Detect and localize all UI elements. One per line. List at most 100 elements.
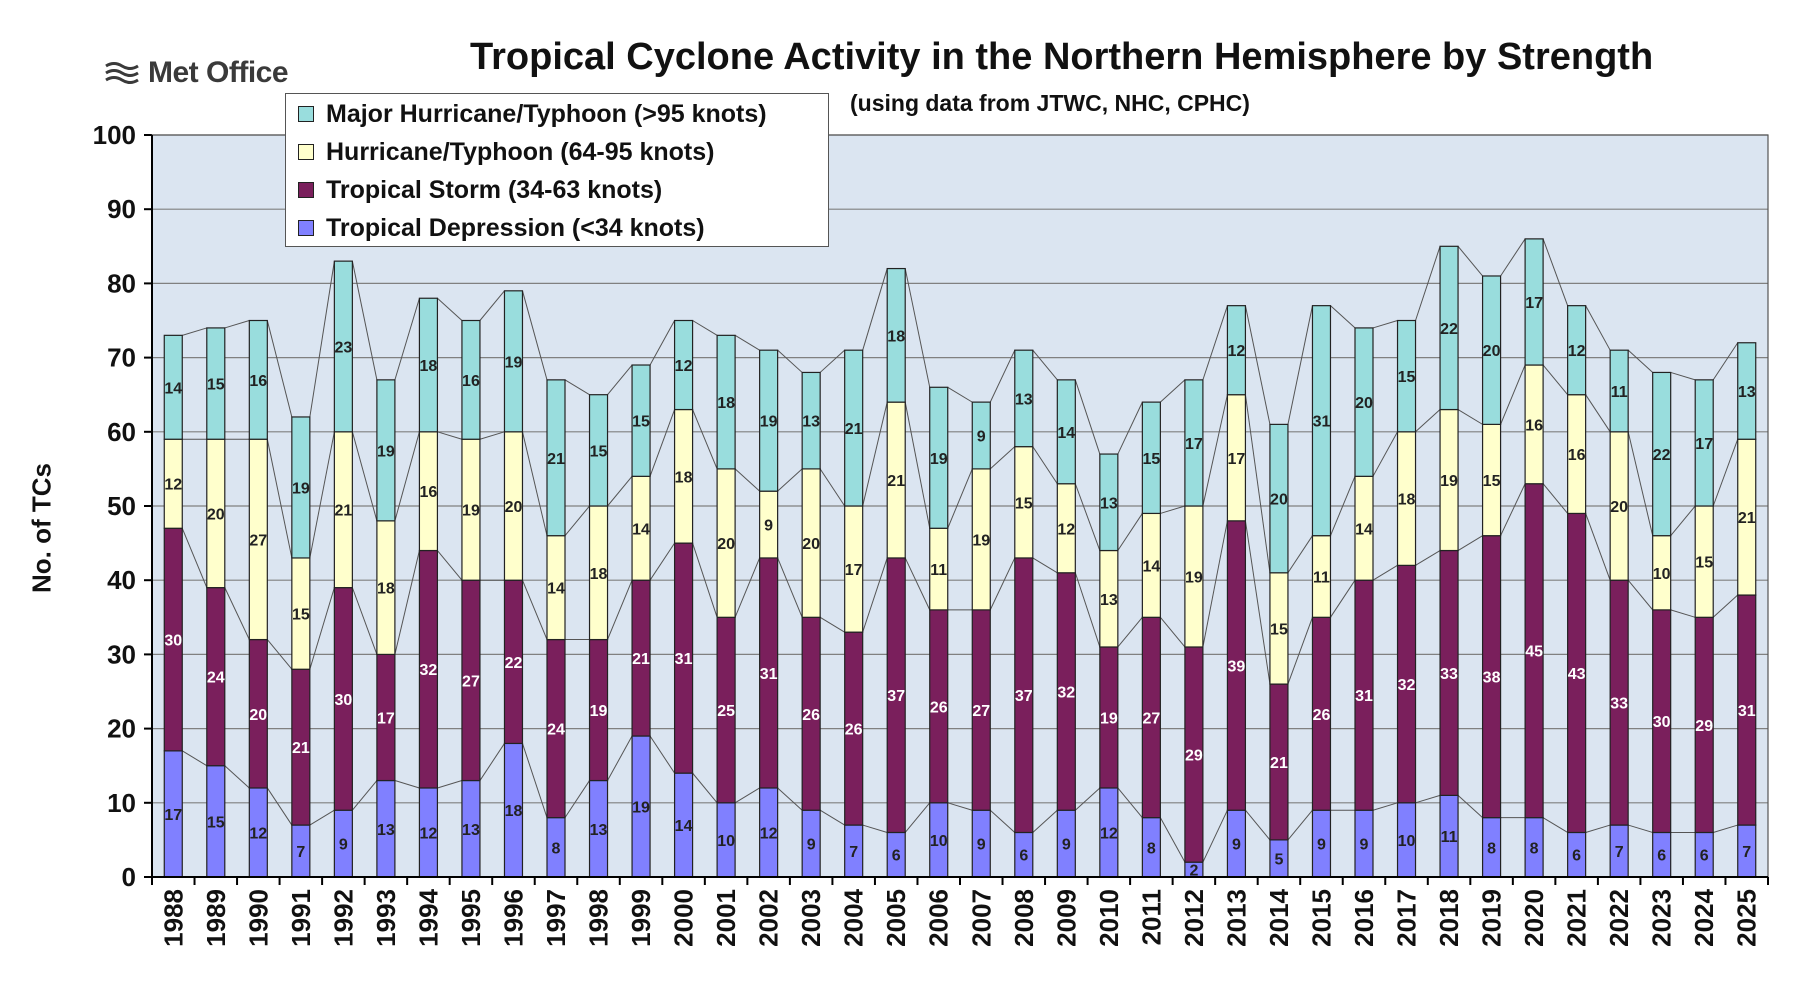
- x-tick-label: 1997: [541, 889, 571, 947]
- data-label: 11: [1611, 384, 1628, 401]
- series-connector: [649, 409, 676, 477]
- bar-segment: [1652, 371, 1672, 537]
- series-connector: [182, 327, 207, 336]
- data-label: 12: [675, 358, 693, 375]
- series-connector: [1202, 810, 1228, 863]
- data-label: 21: [292, 740, 310, 757]
- data-label: 12: [1100, 825, 1118, 842]
- data-label: 30: [334, 692, 352, 709]
- data-label: 6: [1700, 848, 1709, 865]
- bar-segment: [376, 379, 396, 522]
- series-connector: [1585, 824, 1611, 833]
- y-tick-label: 100: [93, 120, 136, 150]
- data-label: 13: [1015, 391, 1033, 408]
- data-label: 13: [1100, 495, 1118, 512]
- x-tick-label: 2003: [796, 889, 826, 947]
- data-label: 12: [1057, 521, 1075, 538]
- series-connector: [1415, 409, 1441, 433]
- data-label: 29: [1185, 748, 1203, 765]
- bar-segment: [588, 394, 609, 507]
- legend-swatch-major-hurricane: [298, 106, 314, 122]
- series-connector: [904, 802, 931, 833]
- data-label: 19: [590, 703, 608, 720]
- y-tick-label: 0: [122, 862, 136, 892]
- series-connector: [564, 379, 590, 396]
- series-connector: [819, 809, 845, 826]
- y-tick-label: 90: [107, 194, 136, 224]
- series-connector: [1074, 483, 1101, 551]
- data-label: 32: [420, 662, 438, 679]
- x-tick-label: 2000: [669, 889, 699, 947]
- met-office-wave-icon: [105, 62, 139, 84]
- series-connector: [1074, 787, 1101, 811]
- series-connector: [437, 297, 463, 321]
- series-connector: [1542, 483, 1569, 514]
- series-connector: [181, 528, 208, 588]
- y-tick-label: 10: [107, 788, 136, 818]
- data-label: 27: [462, 673, 480, 690]
- x-tick-label: 1993: [371, 889, 401, 947]
- series-connector: [1628, 824, 1653, 833]
- series-connector: [819, 468, 846, 507]
- data-label: 15: [1015, 495, 1033, 512]
- met-office-logo: Met Office: [104, 56, 289, 90]
- legend-item-tropical-depression: Tropical Depression (<34 knots): [298, 210, 705, 246]
- series-connector: [1542, 364, 1569, 396]
- x-tick-label: 2017: [1392, 889, 1422, 947]
- data-label: 21: [1270, 755, 1288, 772]
- data-label: 25: [717, 703, 735, 720]
- x-tick-label: 1989: [201, 889, 231, 947]
- x-tick-label: 1990: [243, 889, 273, 947]
- data-label: 16: [420, 484, 438, 501]
- bar-segment: [1141, 401, 1161, 515]
- series-connector: [394, 298, 420, 381]
- series-connector: [1074, 379, 1101, 455]
- series-connector: [777, 468, 803, 492]
- series-connector: [1032, 557, 1058, 574]
- series-connector: [266, 787, 293, 826]
- data-label: 19: [972, 532, 990, 549]
- data-label: 22: [1653, 447, 1671, 464]
- data-label: 9: [977, 429, 986, 446]
- series-connector: [989, 446, 1016, 470]
- series-connector: [1372, 320, 1398, 329]
- data-label: 15: [1398, 369, 1416, 386]
- series-connector: [1117, 787, 1143, 818]
- x-tick-label: 2024: [1689, 888, 1719, 946]
- series-connector: [734, 787, 760, 804]
- legend-swatch-tropical-depression: [298, 220, 314, 236]
- bar-segment: [673, 319, 694, 411]
- x-tick-label: 2012: [1179, 889, 1209, 947]
- series-connector: [1670, 505, 1696, 536]
- bar-segment: [929, 386, 949, 529]
- bar-segment: [1014, 349, 1034, 448]
- data-label: 15: [292, 607, 310, 624]
- series-connector: [1074, 572, 1101, 648]
- series-connector: [1542, 817, 1568, 833]
- series-connector: [224, 320, 250, 329]
- data-label: 19: [505, 354, 523, 371]
- data-label: 10: [1398, 833, 1416, 850]
- series-connector: [1372, 564, 1398, 581]
- series-connector: [862, 268, 888, 351]
- series-connector: [1202, 305, 1228, 381]
- data-label: 31: [1738, 703, 1756, 720]
- data-label: 13: [1738, 384, 1756, 401]
- series-connector: [692, 320, 718, 336]
- chart-subtitle: (using data from JTWC, NHC, CPHC): [850, 90, 1250, 116]
- series-connector: [351, 431, 378, 521]
- x-tick-label: 2015: [1306, 889, 1336, 947]
- data-label: 20: [802, 536, 820, 553]
- series-connector: [1244, 520, 1271, 685]
- series-connector: [734, 334, 760, 351]
- data-label: 37: [1015, 688, 1033, 705]
- data-label: 9: [1360, 837, 1369, 854]
- data-label: 6: [892, 848, 901, 865]
- data-label: 11: [930, 562, 947, 579]
- series-connector: [1202, 520, 1228, 648]
- series-connector: [309, 809, 335, 826]
- data-label: 7: [849, 844, 858, 861]
- data-label: 22: [505, 655, 523, 672]
- data-label: 12: [760, 825, 778, 842]
- data-label: 9: [339, 837, 348, 854]
